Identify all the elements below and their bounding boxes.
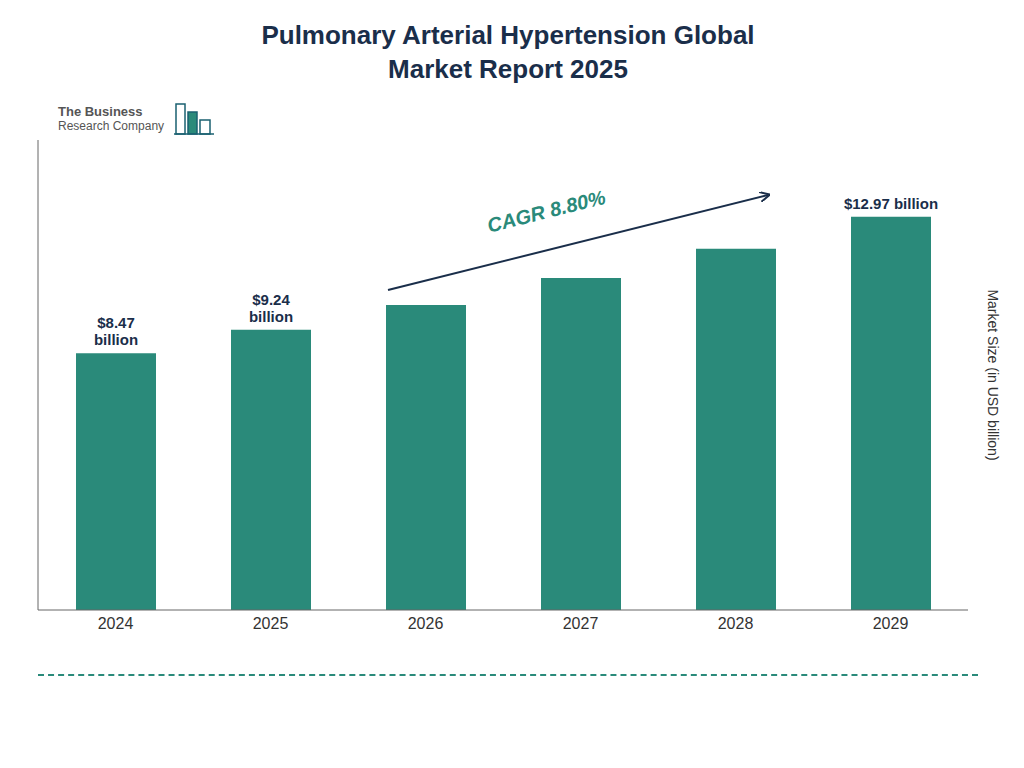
- svg-text:CAGR 8.80%: CAGR 8.80%: [485, 186, 608, 237]
- html-text:Market Size (in USD billion): Market Size (in USD billion): [985, 289, 1001, 461]
- svg-text:$12.97 billion: $12.97 billion: [844, 195, 938, 212]
- svg-text:$8.47billion: $8.47billion: [94, 314, 138, 348]
- html-text:Market Report 2025: Market Report 2025: [388, 54, 628, 84]
- html-text:The Business: The Business: [58, 103, 143, 119]
- html-text:Research Company: Research Company: [58, 118, 165, 133]
- svg-text:2026: 2026: [408, 615, 444, 632]
- svg-text:2028: 2028: [718, 615, 754, 632]
- svg-text:2027: 2027: [563, 615, 599, 632]
- svg-text:2024: 2024: [98, 615, 134, 632]
- svg-text:$9.24billion: $9.24billion: [249, 291, 293, 325]
- svg-text:2025: 2025: [253, 615, 289, 632]
- svg-text:2029: 2029: [873, 615, 909, 632]
- html-text:Pulmonary Arterial Hypertensio: Pulmonary Arterial Hypertension Global: [261, 20, 755, 50]
